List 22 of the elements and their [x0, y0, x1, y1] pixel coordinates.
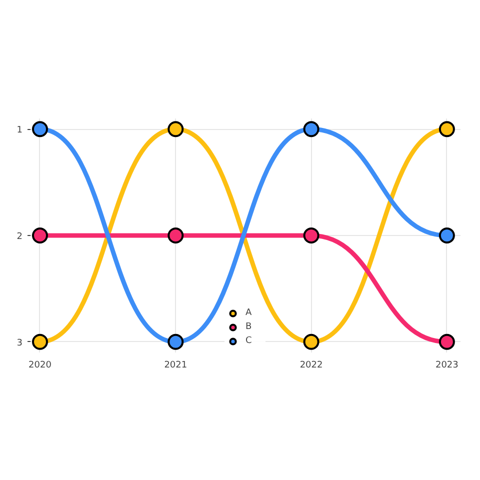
y-tick-label: 2	[16, 232, 23, 242]
x-tick-label: 2021	[164, 360, 188, 370]
point	[168, 228, 184, 244]
y-tick-label: 3	[16, 338, 23, 348]
point	[438, 228, 455, 244]
x-tick-label: 2020	[28, 360, 52, 370]
point	[32, 121, 48, 138]
point	[303, 121, 320, 138]
point	[32, 228, 48, 244]
point	[438, 121, 455, 138]
point	[32, 334, 48, 350]
point	[303, 334, 320, 350]
point	[168, 121, 184, 138]
legend-label: A	[246, 307, 253, 320]
legend-label: B	[246, 321, 253, 334]
y-tick-label: 1	[16, 126, 23, 136]
point	[168, 334, 184, 350]
point	[438, 334, 455, 350]
point	[303, 228, 320, 244]
x-tick-label: 2023	[435, 360, 458, 370]
x-tick-label: 2022	[300, 360, 323, 370]
legend-label: C	[246, 335, 253, 348]
